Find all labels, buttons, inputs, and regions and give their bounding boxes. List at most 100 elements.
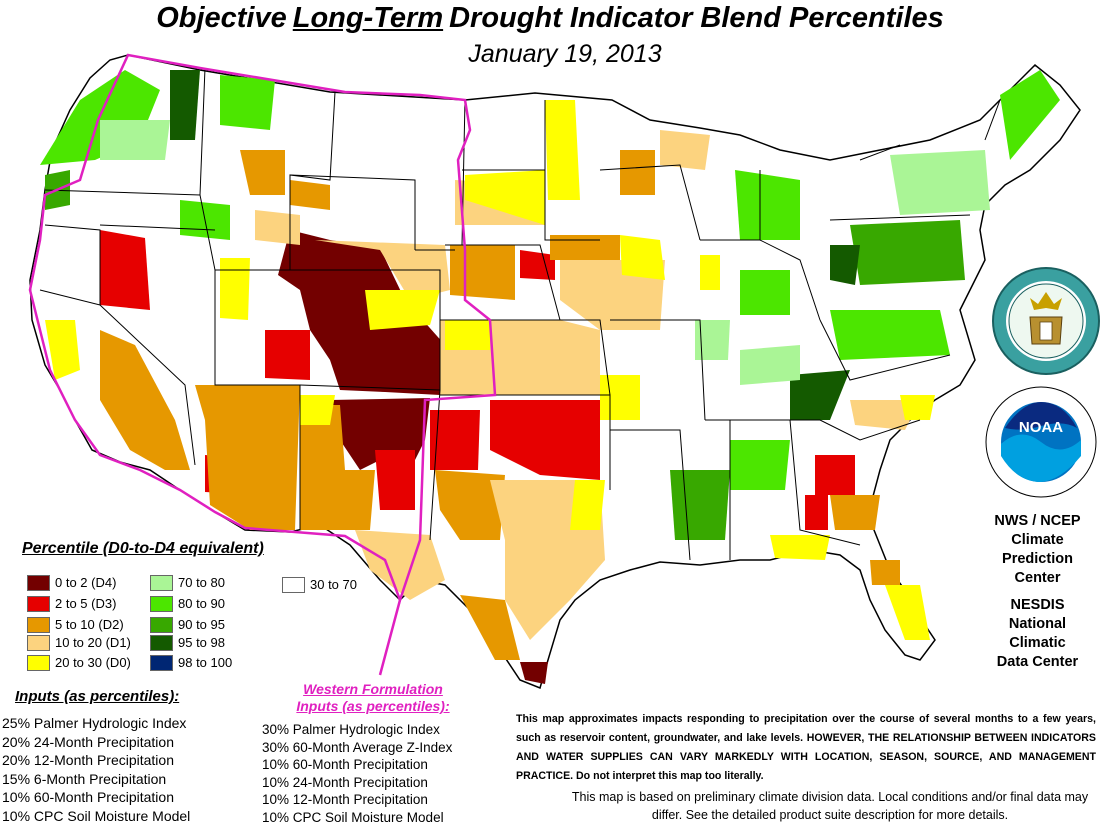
title-emphasis: Long-Term (292, 2, 444, 34)
region-d2-idaho (240, 150, 285, 195)
drought-map (28, 53, 1081, 690)
agency1-line: NWS / NCEP (994, 513, 1081, 529)
region-wet-kentucky (740, 345, 800, 385)
region-d3-new-mexico (375, 450, 415, 510)
region-d0-texas (570, 480, 605, 530)
region-d1-colorado (315, 240, 450, 300)
region-d2-florida (870, 560, 900, 585)
region-d0-missouri (600, 375, 640, 420)
region-d1-missouri (560, 260, 665, 330)
agency1-line: Prediction (1002, 551, 1073, 567)
region-d0-colorado (300, 395, 335, 425)
region-d0-kansas (445, 320, 490, 350)
legend-title: Percentile (D0-to-D4 equivalent) (22, 540, 264, 557)
region-d0-wyoming (365, 290, 440, 330)
region-d3-texas-pan (430, 410, 480, 470)
inputs-item: 25% Palmer Hydrologic Index (2, 715, 187, 731)
legend-swatch-d3 (27, 596, 50, 612)
legend-label-d3: 2 to 5 (D3) (55, 596, 117, 611)
region-wet-montana (220, 75, 275, 130)
region-wet-newyork (890, 150, 990, 215)
agency2-line: Data Center (996, 654, 1079, 670)
region-d0-dakotas (465, 170, 545, 225)
region-d1-michigan (660, 130, 710, 170)
legend-label-80-90: 80 to 90 (178, 596, 225, 611)
agency2-line: NESDIS (1010, 597, 1065, 613)
legend-label-95-98: 95 to 98 (178, 635, 225, 650)
western-inputs-item: 10% CPC Soil Moisture Model (262, 809, 444, 825)
commerce-seal-icon (992, 267, 1100, 375)
region-wet-idaho (170, 70, 200, 140)
inputs-item: 20% 24-Month Precipitation (2, 733, 174, 750)
region-d0-iowa (700, 255, 720, 290)
region-d0-california (45, 320, 80, 380)
western-formulation-boundary (28, 53, 497, 676)
agency2-line: National (1008, 616, 1067, 632)
state-borders (39, 67, 1001, 561)
western-inputs-item: 10% 12-Month Precipitation (262, 792, 428, 808)
region-d0-carolina (900, 395, 935, 420)
legend-swatch-90-95 (150, 617, 173, 633)
western-inputs-item: 30% 60-Month Average Z-Index (262, 739, 453, 755)
western-title-line1: Western Formulation (303, 681, 443, 697)
region-d2-georgia (830, 495, 880, 530)
region-wet-pennsylvania (850, 220, 965, 285)
region-d2-california (100, 330, 190, 470)
region-d3-oklahoma (490, 400, 600, 480)
region-wet-maine (1000, 70, 1060, 160)
region-wet-oregon (100, 120, 170, 160)
inputs-item: 15% 6-Month Precipitation (2, 770, 167, 787)
inputs-item: 10% CPC Soil Moisture Model (2, 807, 191, 824)
legend-swatch-d2 (27, 617, 50, 633)
inputs-list: 25% Palmer Hydrologic Index 20% 24-Month… (2, 714, 190, 825)
region-d0-florida (885, 585, 930, 640)
agency-nesdis-ncdc: NESDIS National Climatic Data Center (975, 596, 1100, 672)
western-formulation-title: Western Formulation Inputs (as percentil… (262, 681, 484, 715)
region-d1-texas-west (355, 530, 445, 600)
inputs-item: 10% 60-Month Precipitation (2, 789, 174, 805)
region-wet-michigan (735, 170, 800, 240)
region-d2-montana (290, 180, 330, 210)
legend-swatch-70-80 (150, 575, 173, 591)
inputs-item: 20% 12-Month Precipitation (2, 752, 174, 768)
region-d0-minnesota (545, 100, 580, 200)
title-part2: Drought Indicator Blend Percentiles (449, 2, 944, 34)
western-title-line2: Inputs (as percentiles): (296, 698, 450, 714)
region-d4-texas-tip (520, 662, 548, 684)
region-d3-alabama (805, 495, 828, 530)
region-d1-oregon (255, 210, 300, 245)
noaa-logo-icon: NOAA (985, 386, 1097, 498)
legend-label-98-100: 98 to 100 (178, 655, 233, 670)
legend-label-d0: 20 to 30 (D0) (55, 655, 131, 670)
inputs-title: Inputs (as percentiles): (15, 688, 180, 705)
region-d4-wyoming (278, 230, 445, 395)
map-title: Objective Long-Term Drought Indicator Blen… (0, 2, 1100, 38)
region-d2-wisconsin (620, 150, 655, 195)
western-inputs-item: 30% Palmer Hydrologic Index (262, 722, 440, 737)
western-inputs-item: 10% 24-Month Precipitation (262, 774, 428, 790)
agency2-line: Climatic (1009, 635, 1066, 651)
region-wet-tennessee (790, 370, 850, 420)
region-d2-arizona (195, 385, 300, 530)
region-d3-nevada (100, 230, 150, 310)
legend-swatch-d1 (27, 635, 50, 651)
legend-label-d4: 0 to 2 (D4) (55, 575, 117, 590)
region-d2-new-mexico (300, 405, 375, 530)
legend-swatch-98-100 (150, 655, 173, 671)
region-wet-mississippi (670, 470, 730, 540)
noaa-logo-text: NOAA (1019, 419, 1063, 436)
region-d0-utah (220, 258, 250, 320)
drought-regions (40, 70, 1060, 684)
region-wet-arkansas (695, 320, 730, 360)
legend-swatch-80-90 (150, 596, 173, 612)
region-wet-ohio (740, 270, 790, 315)
region-d0-gulf (770, 535, 830, 560)
region-wet-alabama (730, 440, 790, 490)
disclaimer-text: This map approximates impacts responding… (516, 713, 1096, 782)
region-d0-illinois (620, 235, 665, 280)
agency1-line: Center (1014, 570, 1061, 586)
preliminary-note: This map is based on preliminary climate… (571, 790, 1089, 822)
region-d3-georgia (815, 455, 855, 495)
agency-ncep-cpc: NWS / NCEP Climate Prediction Center (975, 512, 1100, 588)
legend-swatch-d4 (27, 575, 50, 591)
